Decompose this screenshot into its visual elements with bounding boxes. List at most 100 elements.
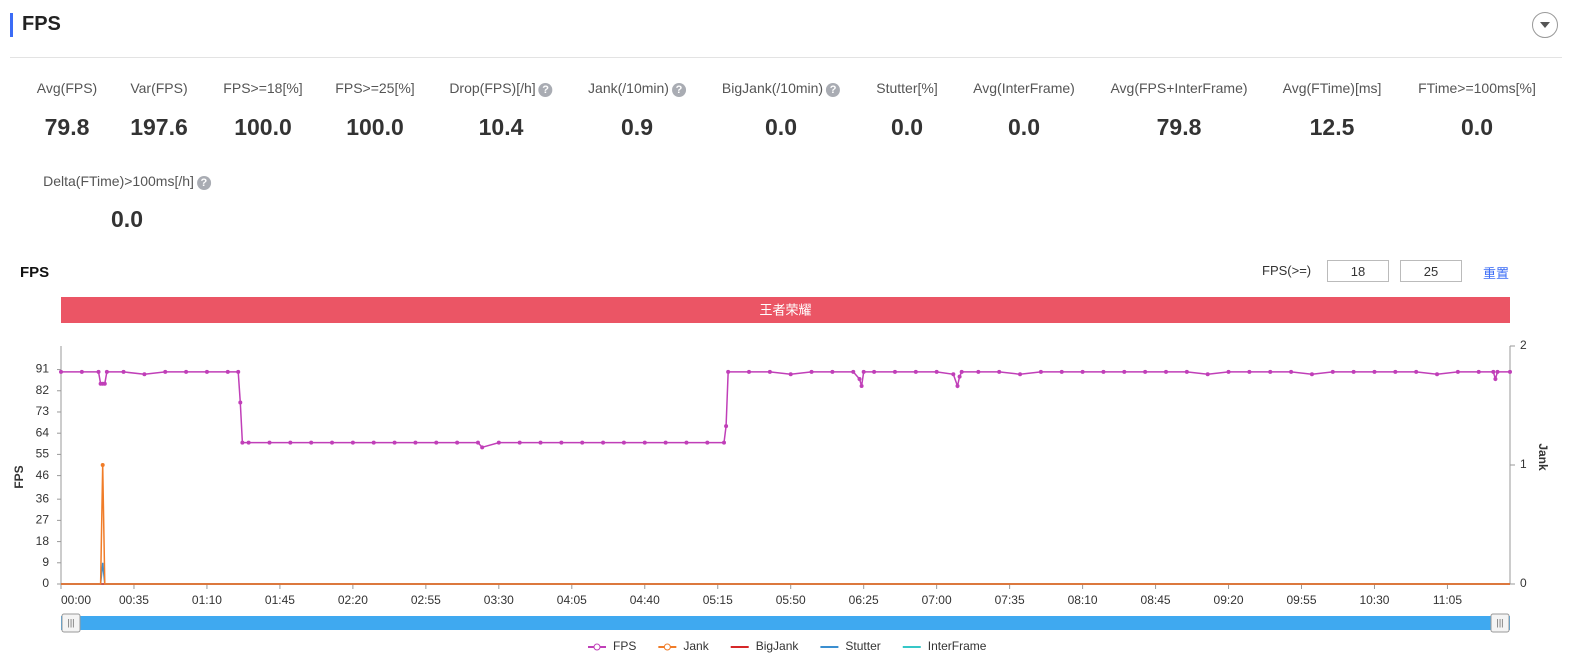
collapse-button[interactable] xyxy=(1532,12,1558,38)
metric-value: 100.0 xyxy=(234,114,292,140)
y-tick-label: 55 xyxy=(36,447,50,461)
data-point xyxy=(455,440,460,445)
data-point xyxy=(1080,369,1085,374)
y-tick-label: 36 xyxy=(36,491,50,505)
metric-label: Avg(FPS) xyxy=(37,80,97,96)
metric-label: FPS>=18[%] xyxy=(223,80,302,96)
data-point xyxy=(1309,372,1314,377)
data-point xyxy=(350,440,355,445)
metric-label-text: BigJank(/10min) xyxy=(721,80,824,96)
data-point xyxy=(1268,369,1273,374)
x-tick-label: 09:20 xyxy=(1214,593,1244,607)
legend-item[interactable]: Jank xyxy=(658,639,710,653)
x-tick-label: 02:55 xyxy=(411,593,441,607)
data-point xyxy=(788,372,793,377)
range-slider xyxy=(61,616,1510,630)
divider xyxy=(10,57,1562,58)
data-point xyxy=(480,445,485,450)
metric-value: 0.0 xyxy=(1461,114,1493,140)
y2-axis-label: Jank xyxy=(1536,443,1550,471)
threshold-input[interactable]: 18 xyxy=(1327,260,1389,282)
data-point xyxy=(225,369,230,374)
legend-label: FPS xyxy=(613,639,636,653)
data-point xyxy=(517,440,522,445)
data-point xyxy=(684,440,689,445)
y-tick-label: 0 xyxy=(42,576,49,590)
data-point xyxy=(997,369,1002,374)
x-tick-label: 05:50 xyxy=(776,593,806,607)
metric-label: Avg(FTime)[ms] xyxy=(1283,80,1382,96)
data-point xyxy=(1476,369,1481,374)
data-point xyxy=(59,369,63,374)
metric-label-text: FPS>=18[%] xyxy=(223,80,303,96)
data-point xyxy=(309,440,314,445)
metric-label-text: Avg(FPS+InterFrame) xyxy=(1110,80,1248,96)
data-point xyxy=(1491,369,1496,374)
data-point xyxy=(142,372,147,377)
data-point xyxy=(601,440,606,445)
help-icon[interactable]: ? xyxy=(538,83,553,97)
metric-value: 0.0 xyxy=(111,206,143,232)
data-point xyxy=(809,369,814,374)
metric-label: Avg(InterFrame) xyxy=(973,80,1075,96)
metric-value: 0.9 xyxy=(621,114,653,140)
slider-handle[interactable] xyxy=(1490,613,1510,633)
metric-label: Delta(FTime)>100ms[/h]? xyxy=(43,173,211,190)
data-point xyxy=(1493,376,1498,381)
legend-item[interactable]: BigJank xyxy=(730,639,800,653)
data-point xyxy=(955,384,960,389)
metric-value: 79.8 xyxy=(44,114,90,140)
x-tick-label: 01:10 xyxy=(192,593,222,607)
data-point xyxy=(857,376,862,381)
x-tick-label: 01:45 xyxy=(265,593,295,607)
data-point xyxy=(1508,369,1512,374)
legend-item[interactable]: Stutter xyxy=(820,639,881,653)
help-icon[interactable]: ? xyxy=(826,83,841,97)
x-tick-label: 09:55 xyxy=(1286,593,1316,607)
data-point xyxy=(1372,369,1377,374)
data-point xyxy=(238,400,243,405)
data-point xyxy=(1226,369,1231,374)
y-tick-label: 73 xyxy=(36,404,50,418)
metric-label-text: Avg(FTime)[ms] xyxy=(1282,80,1382,96)
data-point xyxy=(721,440,726,445)
x-tick-label: 03:30 xyxy=(484,593,514,607)
data-point xyxy=(1351,369,1356,374)
data-point xyxy=(1330,369,1335,374)
data-point xyxy=(1414,369,1419,374)
data-point xyxy=(496,440,501,445)
data-point xyxy=(246,440,251,445)
help-icon[interactable]: ? xyxy=(196,176,211,190)
metric-label: BigJank(/10min)? xyxy=(721,80,841,97)
x-tick-label: 07:35 xyxy=(995,593,1025,607)
data-point xyxy=(859,384,864,389)
legend-item[interactable]: InterFrame xyxy=(902,639,987,653)
slider-handle[interactable] xyxy=(61,613,81,633)
reset-link[interactable]: 重置 xyxy=(1483,266,1510,281)
legend-label: Stutter xyxy=(845,639,880,653)
data-point xyxy=(1205,372,1210,377)
data-point xyxy=(1038,369,1043,374)
data-point xyxy=(538,440,543,445)
metric-label: Jank(/10min)? xyxy=(588,80,686,97)
legend-item[interactable]: FPS xyxy=(588,639,636,653)
help-icon[interactable]: ? xyxy=(671,83,686,97)
x-tick-label: 05:15 xyxy=(703,593,733,607)
data-point xyxy=(767,369,772,374)
metric-label-text: Avg(InterFrame) xyxy=(973,80,1075,96)
metric-label-text: FTime>=100ms[%] xyxy=(1418,80,1536,96)
data-point xyxy=(851,369,856,374)
y-tick-label: 9 xyxy=(42,555,49,569)
data-point xyxy=(705,440,710,445)
metric-label: FTime>=100ms[%] xyxy=(1418,80,1536,96)
data-point xyxy=(288,440,293,445)
metric-label: Drop(FPS)[/h]? xyxy=(449,80,553,97)
x-tick-label: 00:35 xyxy=(119,593,149,607)
y-tick-label: 18 xyxy=(36,534,50,548)
chart-title: FPS xyxy=(20,264,50,281)
data-point xyxy=(1289,369,1294,374)
threshold-input[interactable]: 25 xyxy=(1400,260,1462,282)
legend-label: BigJank xyxy=(756,639,800,653)
metric-value: 79.8 xyxy=(1156,114,1202,140)
